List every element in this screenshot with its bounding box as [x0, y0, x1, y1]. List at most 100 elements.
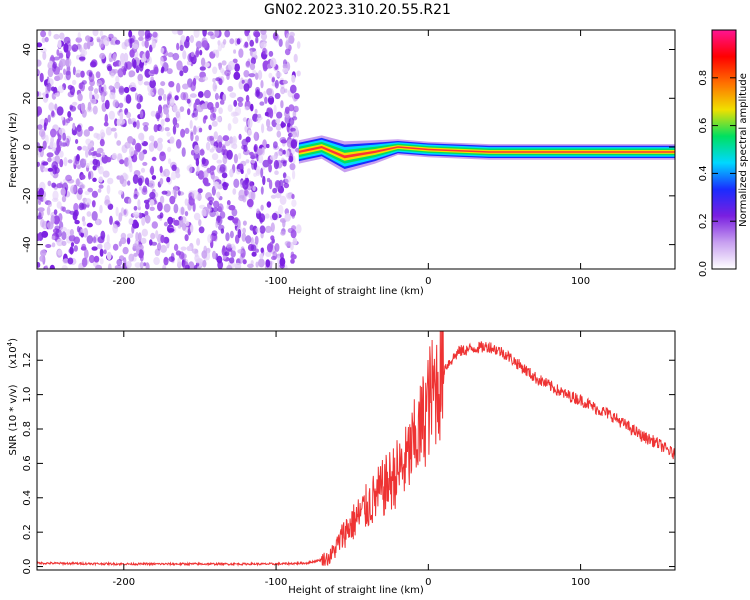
noise-dot — [266, 143, 270, 149]
noise-dot — [49, 141, 54, 149]
noise-dot — [164, 117, 171, 123]
noise-dot — [221, 60, 227, 66]
noise-dot — [37, 91, 40, 97]
noise-dot — [157, 214, 163, 219]
noise-dot — [120, 52, 125, 63]
noise-dot — [156, 141, 163, 152]
noise-dot — [56, 144, 61, 154]
noise-dot — [269, 155, 277, 161]
noise-dot — [219, 99, 225, 105]
noise-dot — [40, 47, 47, 53]
noise-dot — [292, 169, 296, 180]
noise-dot — [273, 159, 279, 170]
noise-dot — [179, 70, 184, 77]
noise-dot — [184, 127, 190, 134]
colorbar: 0.0 0.2 0.4 0.6 0.8 Normalized spectral ampl… — [698, 29, 749, 277]
y-tick-label: 0.2 — [22, 524, 33, 540]
noise-dot — [95, 153, 102, 158]
noise-dot — [207, 234, 213, 244]
noise-dot — [242, 259, 247, 265]
noise-dot — [132, 211, 140, 218]
noise-dot — [130, 87, 137, 92]
noise-dot — [107, 263, 112, 269]
noise-dot — [65, 59, 70, 65]
noise-dot — [88, 149, 92, 156]
y-tick-label: 0.4 — [22, 490, 33, 506]
noise-dot — [51, 147, 56, 152]
noise-dot — [134, 262, 142, 268]
noise-dot — [267, 88, 274, 99]
noise-dot — [51, 182, 57, 188]
noise-dot — [123, 86, 130, 94]
noise-dot — [152, 31, 158, 38]
noise-dot — [133, 205, 138, 211]
noise-dot — [96, 243, 103, 250]
noise-dot — [116, 258, 123, 266]
noise-dot — [186, 98, 191, 104]
noise-dot — [195, 98, 201, 106]
noise-dot — [250, 103, 254, 112]
noise-dot — [262, 47, 267, 55]
noise-dot — [255, 261, 259, 268]
noise-dot — [142, 185, 148, 193]
noise-dot — [166, 68, 173, 75]
noise-dot — [168, 81, 175, 88]
noise-dot — [180, 246, 187, 251]
noise-dot — [76, 127, 83, 137]
noise-dot — [133, 193, 138, 200]
noise-dot — [291, 74, 296, 83]
x-tick-label: -100 — [265, 276, 288, 287]
noise-dot — [133, 59, 137, 69]
noise-dot — [211, 120, 218, 127]
noise-dot — [250, 244, 257, 252]
noise-dot — [257, 148, 263, 156]
noise-dot — [96, 147, 104, 154]
noise-dot — [76, 225, 80, 233]
noise-dot — [173, 190, 177, 200]
noise-dot — [213, 131, 218, 140]
noise-dot — [112, 69, 119, 74]
noise-dot — [205, 141, 211, 151]
noise-dot — [112, 152, 117, 160]
y-tick-label: 0.8 — [22, 421, 33, 437]
noise-dot — [289, 31, 295, 38]
noise-dot — [288, 155, 294, 163]
noise-dot — [282, 79, 288, 85]
noise-dot — [201, 40, 209, 48]
noise-dot — [159, 151, 167, 162]
noise-dot — [48, 60, 53, 66]
noise-dot — [68, 234, 76, 242]
noise-dot — [243, 144, 248, 152]
noise-dot — [127, 180, 131, 186]
noise-dot — [61, 265, 68, 269]
noise-dot — [232, 58, 238, 64]
snr-x-label: Height of straight line (km) — [288, 585, 424, 596]
noise-dot — [65, 118, 71, 124]
noise-dot — [151, 221, 158, 229]
noise-dot — [262, 159, 270, 168]
colorbar-ticks: 0.0 0.2 0.4 0.6 0.8 — [698, 70, 736, 277]
noise-dot — [48, 30, 52, 37]
noise-dot — [121, 65, 126, 73]
noise-dot — [145, 202, 150, 210]
noise-dot — [217, 62, 222, 67]
noise-dot — [233, 49, 237, 54]
noise-dot — [196, 165, 200, 175]
noise-dot — [87, 187, 93, 193]
noise-dot — [138, 36, 144, 41]
noise-dot — [222, 39, 227, 45]
noise-dot — [292, 116, 298, 121]
noise-dot — [189, 119, 193, 129]
noise-dot — [69, 104, 73, 110]
noise-dot — [138, 132, 145, 141]
noise-dot — [81, 216, 86, 222]
noise-dot — [202, 177, 209, 185]
noise-dot — [163, 256, 169, 266]
noise-dot — [72, 101, 78, 106]
noise-dot — [198, 127, 203, 133]
noise-dot — [97, 188, 102, 193]
noise-dot — [272, 187, 278, 194]
noise-dot — [216, 116, 222, 122]
noise-dot — [146, 33, 153, 38]
noise-dot — [128, 70, 136, 77]
